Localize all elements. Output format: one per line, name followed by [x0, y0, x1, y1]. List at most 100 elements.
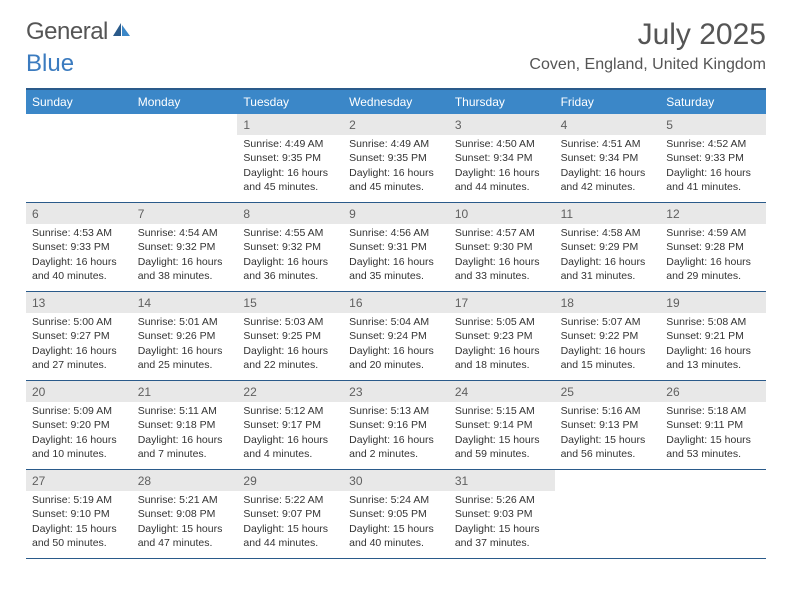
sunset-text: Sunset: 9:27 PM — [32, 329, 126, 343]
sunset-text: Sunset: 9:35 PM — [349, 151, 443, 165]
calendar-cell: 4Sunrise: 4:51 AMSunset: 9:34 PMDaylight… — [555, 114, 661, 202]
sunrise-text: Sunrise: 5:26 AM — [455, 493, 549, 507]
day-number: 26 — [660, 381, 766, 402]
sunset-text: Sunset: 9:25 PM — [243, 329, 337, 343]
sunrise-text: Sunrise: 5:11 AM — [138, 404, 232, 418]
daylight-text: Daylight: 15 hours and 47 minutes. — [138, 522, 232, 550]
sunrise-text: Sunrise: 4:58 AM — [561, 226, 655, 240]
cell-body: Sunrise: 4:54 AMSunset: 9:32 PMDaylight:… — [132, 224, 238, 287]
sunset-text: Sunset: 9:07 PM — [243, 507, 337, 521]
sunset-text: Sunset: 9:30 PM — [455, 240, 549, 254]
day-number: 15 — [237, 292, 343, 313]
calendar-cell: 26Sunrise: 5:18 AMSunset: 9:11 PMDayligh… — [660, 381, 766, 469]
day-number: 18 — [555, 292, 661, 313]
day-header: Monday — [132, 90, 238, 114]
daylight-text: Daylight: 16 hours and 15 minutes. — [561, 344, 655, 372]
day-number: 28 — [132, 470, 238, 491]
day-number: 25 — [555, 381, 661, 402]
calendar-cell: 14Sunrise: 5:01 AMSunset: 9:26 PMDayligh… — [132, 292, 238, 380]
cell-body: Sunrise: 5:18 AMSunset: 9:11 PMDaylight:… — [660, 402, 766, 465]
daylight-text: Daylight: 16 hours and 4 minutes. — [243, 433, 337, 461]
daylight-text: Daylight: 15 hours and 56 minutes. — [561, 433, 655, 461]
calendar-cell: 15Sunrise: 5:03 AMSunset: 9:25 PMDayligh… — [237, 292, 343, 380]
daylight-text: Daylight: 16 hours and 45 minutes. — [349, 166, 443, 194]
cell-body: Sunrise: 4:52 AMSunset: 9:33 PMDaylight:… — [660, 135, 766, 198]
cell-body: Sunrise: 5:11 AMSunset: 9:18 PMDaylight:… — [132, 402, 238, 465]
cell-body: Sunrise: 5:01 AMSunset: 9:26 PMDaylight:… — [132, 313, 238, 376]
day-number: 7 — [132, 203, 238, 224]
cell-body: Sunrise: 5:08 AMSunset: 9:21 PMDaylight:… — [660, 313, 766, 376]
sunset-text: Sunset: 9:13 PM — [561, 418, 655, 432]
calendar-cell: 24Sunrise: 5:15 AMSunset: 9:14 PMDayligh… — [449, 381, 555, 469]
cell-body: Sunrise: 5:09 AMSunset: 9:20 PMDaylight:… — [26, 402, 132, 465]
day-number: 19 — [660, 292, 766, 313]
sunset-text: Sunset: 9:31 PM — [349, 240, 443, 254]
day-header: Friday — [555, 90, 661, 114]
day-number: 31 — [449, 470, 555, 491]
day-number: 12 — [660, 203, 766, 224]
daylight-text: Daylight: 16 hours and 13 minutes. — [666, 344, 760, 372]
day-header: Wednesday — [343, 90, 449, 114]
location-text: Coven, England, United Kingdom — [529, 56, 766, 74]
daylight-text: Daylight: 16 hours and 27 minutes. — [32, 344, 126, 372]
cell-body: Sunrise: 5:07 AMSunset: 9:22 PMDaylight:… — [555, 313, 661, 376]
daylight-text: Daylight: 16 hours and 36 minutes. — [243, 255, 337, 283]
cell-body: Sunrise: 4:49 AMSunset: 9:35 PMDaylight:… — [343, 135, 449, 198]
calendar-cell — [555, 470, 661, 558]
sunrise-text: Sunrise: 4:49 AM — [243, 137, 337, 151]
calendar-cell: 30Sunrise: 5:24 AMSunset: 9:05 PMDayligh… — [343, 470, 449, 558]
sunrise-text: Sunrise: 5:19 AM — [32, 493, 126, 507]
day-number: 6 — [26, 203, 132, 224]
day-header: Saturday — [660, 90, 766, 114]
logo-sail-icon — [110, 21, 132, 39]
daylight-text: Daylight: 16 hours and 7 minutes. — [138, 433, 232, 461]
sunset-text: Sunset: 9:17 PM — [243, 418, 337, 432]
cell-body: Sunrise: 4:53 AMSunset: 9:33 PMDaylight:… — [26, 224, 132, 287]
cell-body: Sunrise: 4:50 AMSunset: 9:34 PMDaylight:… — [449, 135, 555, 198]
day-number: 20 — [26, 381, 132, 402]
calendar-week: 27Sunrise: 5:19 AMSunset: 9:10 PMDayligh… — [26, 470, 766, 559]
day-number: 10 — [449, 203, 555, 224]
day-number: 5 — [660, 114, 766, 135]
sunrise-text: Sunrise: 5:03 AM — [243, 315, 337, 329]
calendar-cell: 23Sunrise: 5:13 AMSunset: 9:16 PMDayligh… — [343, 381, 449, 469]
daylight-text: Daylight: 16 hours and 31 minutes. — [561, 255, 655, 283]
day-number: 9 — [343, 203, 449, 224]
sunrise-text: Sunrise: 5:24 AM — [349, 493, 443, 507]
calendar-cell: 5Sunrise: 4:52 AMSunset: 9:33 PMDaylight… — [660, 114, 766, 202]
calendar: SundayMondayTuesdayWednesdayThursdayFrid… — [26, 88, 766, 559]
calendar-cell: 22Sunrise: 5:12 AMSunset: 9:17 PMDayligh… — [237, 381, 343, 469]
sunset-text: Sunset: 9:34 PM — [455, 151, 549, 165]
sunset-text: Sunset: 9:21 PM — [666, 329, 760, 343]
sunrise-text: Sunrise: 4:59 AM — [666, 226, 760, 240]
calendar-cell: 21Sunrise: 5:11 AMSunset: 9:18 PMDayligh… — [132, 381, 238, 469]
daylight-text: Daylight: 16 hours and 20 minutes. — [349, 344, 443, 372]
daylight-text: Daylight: 16 hours and 29 minutes. — [666, 255, 760, 283]
sunrise-text: Sunrise: 4:53 AM — [32, 226, 126, 240]
sunset-text: Sunset: 9:08 PM — [138, 507, 232, 521]
daylight-text: Daylight: 15 hours and 44 minutes. — [243, 522, 337, 550]
calendar-cell: 17Sunrise: 5:05 AMSunset: 9:23 PMDayligh… — [449, 292, 555, 380]
daylight-text: Daylight: 15 hours and 50 minutes. — [32, 522, 126, 550]
sunset-text: Sunset: 9:14 PM — [455, 418, 549, 432]
sunset-text: Sunset: 9:29 PM — [561, 240, 655, 254]
sunset-text: Sunset: 9:18 PM — [138, 418, 232, 432]
day-header: Tuesday — [237, 90, 343, 114]
calendar-cell — [660, 470, 766, 558]
sunrise-text: Sunrise: 5:04 AM — [349, 315, 443, 329]
day-number: 4 — [555, 114, 661, 135]
daylight-text: Daylight: 16 hours and 18 minutes. — [455, 344, 549, 372]
calendar-cell: 1Sunrise: 4:49 AMSunset: 9:35 PMDaylight… — [237, 114, 343, 202]
sunrise-text: Sunrise: 5:22 AM — [243, 493, 337, 507]
sunrise-text: Sunrise: 4:56 AM — [349, 226, 443, 240]
calendar-cell: 11Sunrise: 4:58 AMSunset: 9:29 PMDayligh… — [555, 203, 661, 291]
sunset-text: Sunset: 9:05 PM — [349, 507, 443, 521]
sunset-text: Sunset: 9:33 PM — [32, 240, 126, 254]
cell-body: Sunrise: 4:55 AMSunset: 9:32 PMDaylight:… — [237, 224, 343, 287]
sunset-text: Sunset: 9:24 PM — [349, 329, 443, 343]
daylight-text: Daylight: 16 hours and 38 minutes. — [138, 255, 232, 283]
daylight-text: Daylight: 16 hours and 33 minutes. — [455, 255, 549, 283]
logo-text-blue: Blue — [26, 50, 74, 77]
sunset-text: Sunset: 9:16 PM — [349, 418, 443, 432]
logo: General — [26, 18, 134, 46]
